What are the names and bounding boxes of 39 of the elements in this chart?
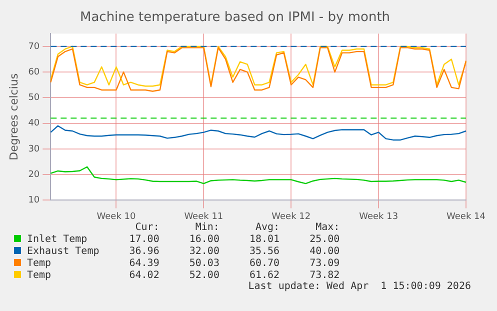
text: 64.02 (128, 269, 160, 281)
text: 35.56 (248, 245, 280, 257)
y-tick-label: 30 (28, 144, 40, 154)
text: 61.62 (248, 269, 280, 281)
y-tick-label: 20 (28, 170, 40, 180)
legend-label: Exhaust Temp (26, 245, 100, 257)
text: Last update: Wed Apr 1 15:00:09 2026 (248, 281, 471, 292)
text: 17.00 (128, 233, 160, 245)
text: 40.00 (308, 245, 340, 257)
y-tick-label: 40 (28, 118, 40, 129)
x-tick-label: Week 14 (446, 212, 486, 222)
y-tick-label: 70 (28, 42, 40, 52)
x-tick-label: Week 11 (184, 212, 224, 222)
legend-label: Temp (26, 269, 52, 281)
text: 50.03 (188, 257, 220, 269)
y-axis-title: Degrees celcius (7, 73, 20, 160)
text: 73.82 (308, 269, 340, 281)
x-tick-label: Week 13 (359, 212, 398, 222)
text: 60.70 (248, 257, 280, 269)
y-tick-label: 60 (28, 67, 40, 78)
y-tick-label: 50 (28, 93, 40, 104)
text: 52.00 (188, 269, 220, 281)
legend-label: Temp (26, 257, 52, 269)
text: Max: (314, 221, 340, 233)
text: Cur: (134, 221, 160, 233)
x-tick-label: Week 12 (272, 212, 311, 222)
text: 32.00 (188, 245, 220, 257)
text: 25.00 (308, 233, 340, 245)
x-tick-label: Week 10 (96, 212, 136, 222)
text: 73.09 (308, 257, 340, 269)
chart-title: Machine temperature based on IPMI - by month (80, 10, 390, 26)
text: Avg: (254, 221, 280, 233)
text: 36.96 (128, 245, 160, 257)
text: 16.00 (188, 233, 220, 245)
y-tick-label: 10 (28, 196, 40, 206)
text: 18.01 (248, 233, 280, 245)
text: 64.39 (128, 257, 160, 269)
legend-label: Inlet Temp (26, 233, 88, 245)
text: Min: (194, 221, 220, 233)
